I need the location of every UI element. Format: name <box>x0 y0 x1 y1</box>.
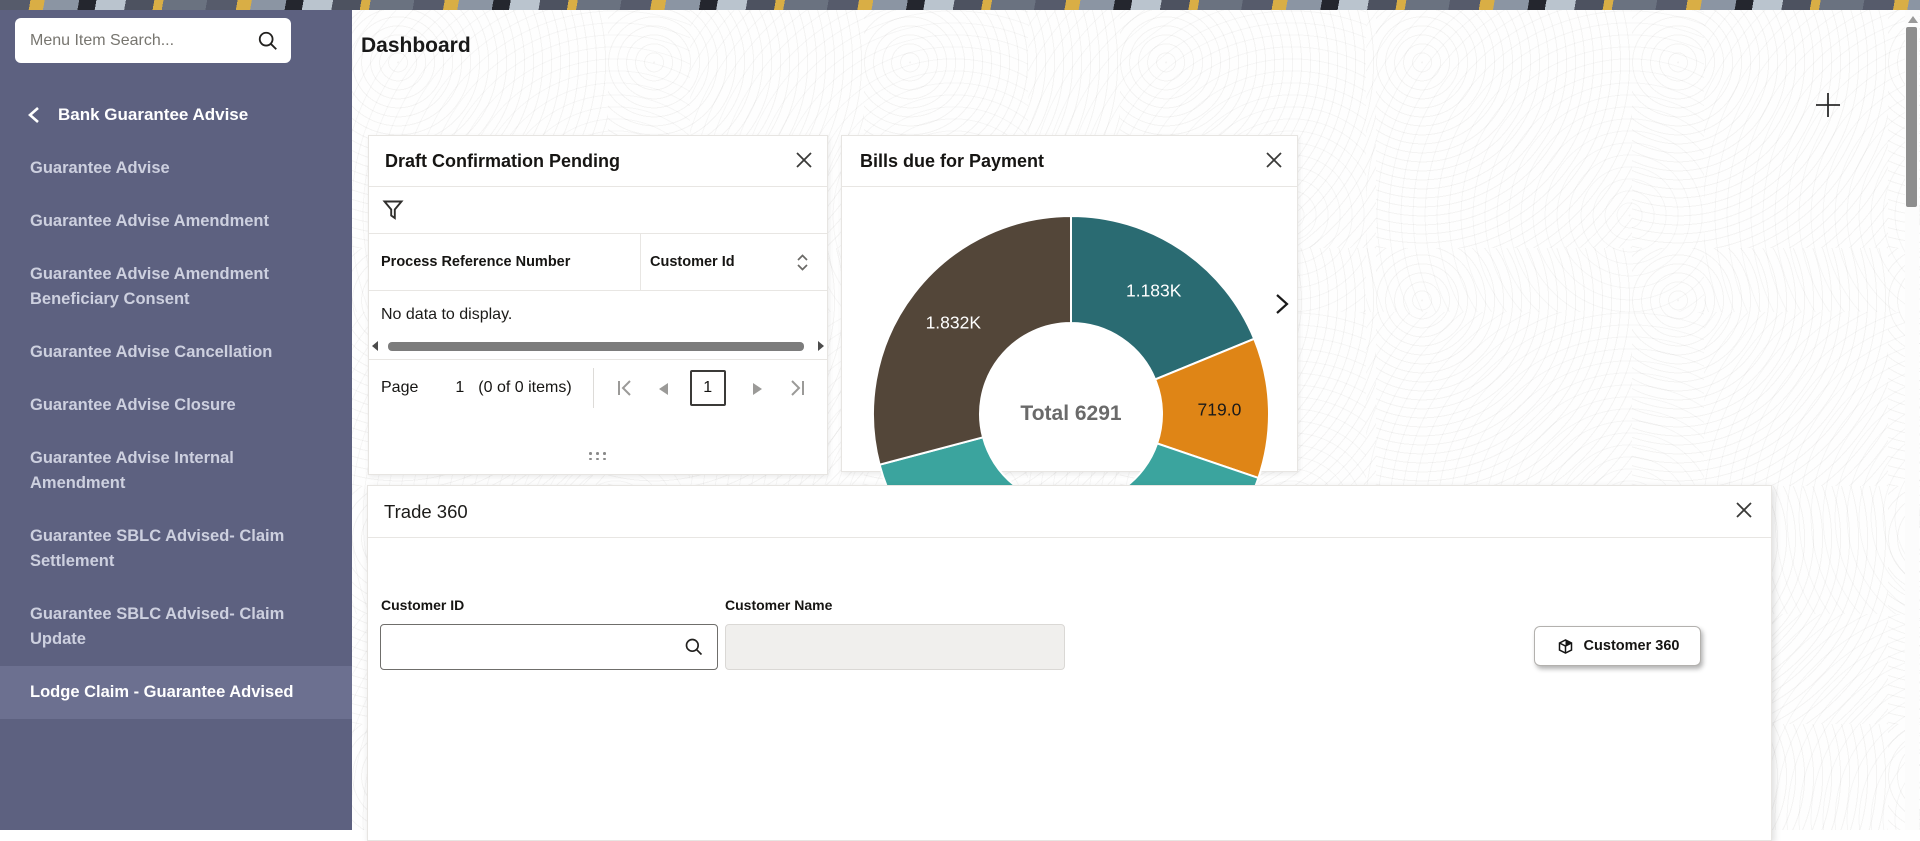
sidebar-item-8[interactable]: Guarantee SBLC Advised- Claim Update <box>30 605 285 648</box>
close-icon[interactable] <box>1735 501 1753 519</box>
previous-page-button[interactable] <box>656 379 674 397</box>
table-empty-row: No data to display. <box>369 291 827 339</box>
scroll-right-arrow-icon[interactable] <box>818 341 824 351</box>
items-summary: (0 of 0 items) <box>478 378 572 396</box>
widget-resize-handle[interactable] <box>589 452 607 460</box>
sidebar-section-title: Bank Guarantee Advise <box>58 105 249 124</box>
customer-name-field <box>725 624 1065 670</box>
widget-title: Bills due for Payment <box>860 150 1045 171</box>
widget-header: Trade 360 <box>368 486 1771 538</box>
sidebar: Bank Guarantee Advise Guarantee AdviseGu… <box>0 10 352 830</box>
column-divider <box>640 234 641 290</box>
sort-icon[interactable] <box>796 254 809 271</box>
close-icon[interactable] <box>1265 151 1283 169</box>
donut-chart: Total 6291 1.183K 719.0 1.832K <box>842 187 1299 613</box>
donut-segment-1[interactable] <box>1070 214 1256 381</box>
widget-title: Draft Confirmation Pending <box>385 150 620 171</box>
donut-label-segment-1: 1.183K <box>1125 280 1182 301</box>
carousel-next-chevron-icon[interactable] <box>1275 293 1289 315</box>
horizontal-scrollbar-thumb[interactable] <box>388 341 804 351</box>
trade-360-widget: Trade 360 Customer ID Customer Name <box>367 485 1772 841</box>
cube-360-icon <box>1558 638 1572 654</box>
page-number: 1 <box>455 378 465 396</box>
pagination-bar: Page 1 (0 of 0 items) 1 <box>369 359 827 415</box>
sidebar-item-6[interactable]: Guarantee Advise Internal Amendment <box>30 449 234 492</box>
last-page-button[interactable] <box>788 379 806 397</box>
menu-search-input[interactable] <box>15 31 257 50</box>
page-label: Page <box>381 378 419 396</box>
main-content: Dashboard Draft Confirmation Pending Pro… <box>352 10 1920 841</box>
bills-due-widget: Bills due for Payment Total 6291 1.183K 7… <box>841 135 1298 613</box>
sidebar-item-2[interactable]: Guarantee Advise Amendment <box>30 212 270 230</box>
sidebar-item-7[interactable]: Guarantee SBLC Advised- Claim Settlement <box>30 527 285 570</box>
widget-header: Bills due for Payment <box>842 136 1297 187</box>
next-page-button[interactable] <box>748 379 766 397</box>
pagination-divider <box>592 367 594 408</box>
customer-name-input <box>726 625 1064 669</box>
donut-label-segment-4: 1.832K <box>925 312 982 333</box>
customer-id-input[interactable] <box>381 625 684 669</box>
add-widget-plus-icon[interactable] <box>1814 91 1842 119</box>
filter-icon[interactable] <box>382 199 404 221</box>
first-page-button[interactable] <box>616 379 634 397</box>
widget-header: Draft Confirmation Pending <box>369 136 827 187</box>
sidebar-item-3[interactable]: Guarantee Advise Amendment Beneficiary C… <box>30 265 270 308</box>
sidebar-item-4[interactable]: Guarantee Advise Cancellation <box>30 343 273 361</box>
donut-segment-4[interactable] <box>872 214 1072 466</box>
widget-title: Trade 360 <box>384 500 468 522</box>
table-toolbar <box>369 187 827 234</box>
scroll-left-arrow-icon[interactable] <box>372 341 378 351</box>
table-horizontal-scrollbar[interactable] <box>369 339 827 353</box>
page-scrollbar[interactable] <box>1905 10 1919 830</box>
page-title: Dashboard <box>361 34 471 57</box>
customer-id-label: Customer ID <box>381 597 465 613</box>
customer-360-button-label: Customer 360 <box>1583 638 1680 654</box>
back-chevron-icon[interactable] <box>27 106 41 124</box>
customer-360-button[interactable]: Customer 360 <box>1534 626 1701 666</box>
sidebar-menu: Guarantee Advise Guarantee Advise Amendme… <box>0 142 352 719</box>
current-page-box[interactable]: 1 <box>689 369 726 406</box>
donut-chart-svg <box>872 214 1270 613</box>
search-icon[interactable] <box>257 30 279 52</box>
close-icon[interactable] <box>795 151 813 169</box>
customer-name-label: Customer Name <box>725 597 833 613</box>
donut-center-total: Total 6291 <box>1020 402 1122 425</box>
sidebar-item-9[interactable]: Lodge Claim - Guarantee Advised <box>0 666 352 719</box>
empty-message: No data to display. <box>381 306 513 323</box>
table-header-row: Process Reference Number Customer Id <box>369 234 827 291</box>
scroll-up-arrow-icon[interactable] <box>1908 16 1918 23</box>
draft-confirmation-widget: Draft Confirmation Pending Process Refer… <box>368 135 828 475</box>
page-scrollbar-thumb[interactable] <box>1906 27 1917 207</box>
search-icon[interactable] <box>684 637 704 657</box>
top-decorative-banner <box>0 0 1920 10</box>
donut-label-segment-2: 719.0 <box>1197 399 1242 419</box>
customer-id-field[interactable] <box>380 624 718 670</box>
sidebar-item-5[interactable]: Guarantee Advise Closure <box>30 396 236 414</box>
menu-search-box[interactable] <box>15 18 291 63</box>
sidebar-section-header: Bank Guarantee Advise <box>0 100 352 130</box>
column-header-customer-id[interactable]: Customer Id <box>650 254 735 270</box>
column-header-process-ref[interactable]: Process Reference Number <box>381 254 571 270</box>
sidebar-item-1[interactable]: Guarantee Advise <box>30 159 170 177</box>
